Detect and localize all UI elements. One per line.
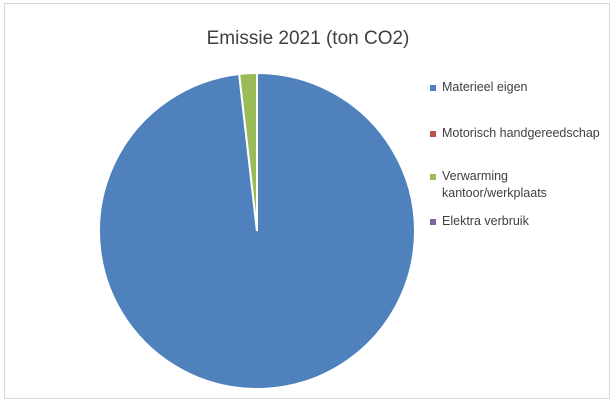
legend-label: Motorisch handgereedschap [442,126,600,140]
legend-item-motorisch-handgereedschap: Motorisch handgereedschap [430,125,600,142]
legend-label-line1: Verwarming [442,169,508,183]
legend-swatch [430,85,436,91]
legend-item-elektra-verbruik: Elektra verbruik [430,213,529,230]
chart-title: Emissie 2021 (ton CO2) [206,28,410,49]
pie-slice-verwarming-kantoor-werkplaats [238,71,258,232]
legend-swatch [430,174,436,180]
legend-label: Elektra verbruik [442,214,529,228]
legend-swatch [430,219,436,225]
legend-label: Materieel eigen [442,80,528,94]
legend-item-verwarming: Verwarming kantoor/werkplaats [430,168,547,202]
legend-label-line2: kantoor/werkplaats [442,186,547,200]
legend-swatch [430,131,436,137]
legend-item-materieel-eigen: Materieel eigen [430,79,527,96]
